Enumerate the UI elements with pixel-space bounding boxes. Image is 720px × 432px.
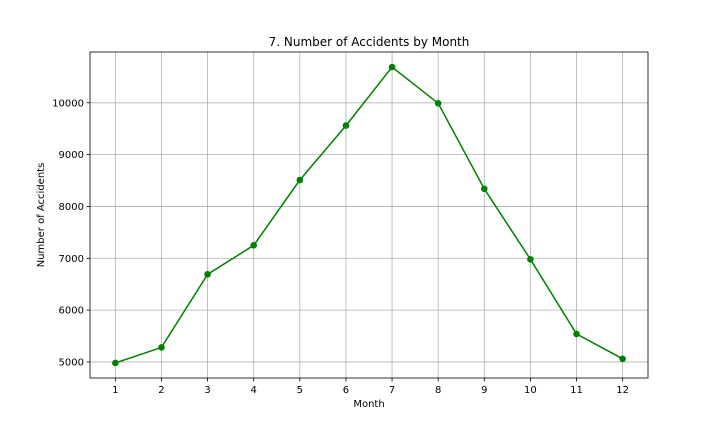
grid xyxy=(90,52,648,378)
x-tick-label: 11 xyxy=(570,385,583,396)
y-tick-label: 9000 xyxy=(59,150,84,161)
x-tick-label: 8 xyxy=(435,385,441,396)
plot-area xyxy=(89,51,649,379)
x-tick-label: 2 xyxy=(158,385,164,396)
y-tick-label: 8000 xyxy=(59,202,84,213)
data-point xyxy=(342,122,350,129)
series xyxy=(112,63,626,367)
x-tick-label: 1 xyxy=(112,385,118,396)
data-point xyxy=(527,256,534,263)
data-point xyxy=(619,355,626,363)
x-tick-label: 4 xyxy=(251,385,257,396)
y-tick-label: 5000 xyxy=(59,357,84,368)
x-tick-label: 6 xyxy=(343,385,349,396)
chart-title: 7. Number of Accidents by Month xyxy=(269,35,470,49)
data-point xyxy=(480,185,488,193)
data-point xyxy=(388,63,396,71)
y-tick-label: 7000 xyxy=(59,254,84,265)
x-tick-label: 5 xyxy=(297,385,303,396)
x-tick-label: 7 xyxy=(389,385,395,396)
x-axis-label: Month xyxy=(353,399,384,410)
x-tick-label: 12 xyxy=(616,385,629,396)
data-point xyxy=(204,271,211,278)
data-point xyxy=(296,176,304,184)
series-line xyxy=(115,65,623,364)
x-tick-label: 9 xyxy=(481,385,487,396)
x-tick-label: 3 xyxy=(204,385,210,396)
y-tick-label: 6000 xyxy=(59,306,84,317)
data-point xyxy=(573,330,580,338)
data-point xyxy=(434,100,442,107)
x-tick-label: 10 xyxy=(524,385,537,396)
data-point xyxy=(158,344,165,351)
data-point xyxy=(112,359,119,367)
y-axis-label: Number of Accidents xyxy=(36,163,47,268)
data-point xyxy=(250,242,258,249)
y-tick-label: 10000 xyxy=(52,98,84,109)
